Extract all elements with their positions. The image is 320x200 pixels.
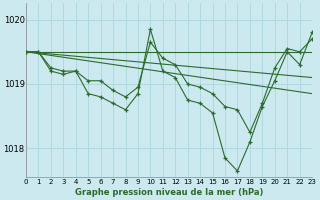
X-axis label: Graphe pression niveau de la mer (hPa): Graphe pression niveau de la mer (hPa) [75, 188, 263, 197]
